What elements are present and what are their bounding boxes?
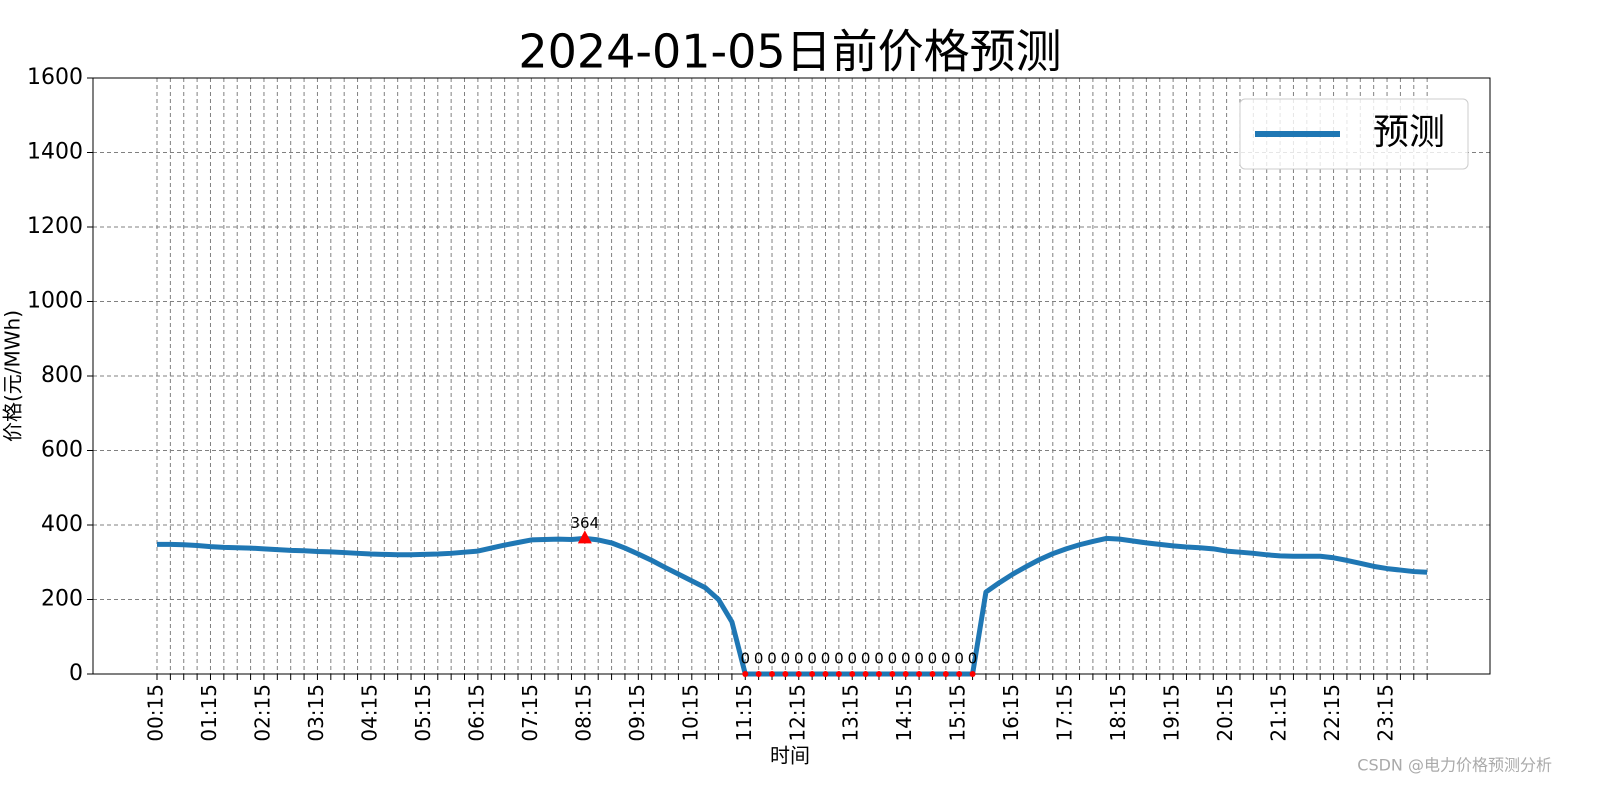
value-label: 364 [571,514,600,532]
x-tick-label: 06:15 [464,684,488,742]
value-label: 0 [954,650,964,668]
x-tick-label: 01:15 [197,684,221,742]
value-label: 0 [821,650,831,668]
value-label: 0 [767,650,777,668]
x-tick-label: 23:15 [1374,684,1398,742]
legend-box [1239,98,1469,170]
x-tick-label: 17:15 [1053,684,1077,742]
x-tick-label: 22:15 [1320,684,1344,742]
value-label: 0 [794,650,804,668]
y-tick-label: 200 [41,587,83,612]
min-marker [849,671,856,677]
y-tick-label: 1200 [27,214,83,239]
value-label: 0 [941,650,951,668]
x-tick-label: 14:15 [892,684,916,742]
min-marker [902,671,909,677]
value-label: 0 [754,650,764,668]
watermark: CSDN @电力价格预测分析 [1357,756,1552,775]
min-marker [862,671,869,677]
x-tick-label: 15:15 [946,684,970,742]
x-tick-label: 10:15 [678,684,702,742]
x-tick-label: 21:15 [1267,684,1291,742]
x-tick-label: 11:15 [732,684,756,742]
value-label: 0 [968,650,978,668]
value-label: 0 [928,650,938,668]
min-marker [889,671,896,677]
value-label: 0 [888,650,898,668]
y-tick-label: 0 [69,661,83,686]
value-label: 0 [834,650,844,668]
value-label: 0 [781,650,791,668]
x-tick-label: 16:15 [999,684,1023,742]
max-marker [577,530,592,544]
y-tick-label: 1000 [27,289,83,314]
y-tick-label: 600 [41,438,83,463]
x-tick-label: 04:15 [357,684,381,742]
min-marker [822,671,829,677]
min-marker [809,671,816,677]
value-label: 0 [741,650,751,668]
x-tick-label: 03:15 [304,684,328,742]
min-marker [875,671,882,677]
chart-title: 2024-01-05日前价格预测 [518,25,1061,79]
min-marker [916,671,923,677]
value-label: 0 [914,650,924,668]
x-tick-label: 20:15 [1213,684,1237,742]
y-axis-label: 价格(元/MWh) [1,310,25,442]
min-marker [782,671,789,677]
x-tick-label: 12:15 [785,684,809,742]
min-marker [795,671,802,677]
y-tick-label: 800 [41,363,83,388]
y-tick-label: 400 [41,512,83,537]
min-marker [929,671,936,677]
x-axis-label: 时间 [770,744,810,768]
x-tick-label: 05:15 [411,684,435,742]
min-marker [755,671,762,677]
x-tick-label: 08:15 [571,684,595,742]
min-marker [942,671,949,677]
value-label: 0 [861,650,871,668]
x-tick-label: 13:15 [839,684,863,742]
legend-label: 预测 [1373,112,1445,153]
min-marker [956,671,963,677]
min-marker [835,671,842,677]
line-series [157,535,1428,677]
x-tick-label: 09:15 [625,684,649,742]
x-tick-label: 18:15 [1106,684,1130,742]
x-tick-label: 19:15 [1160,684,1184,742]
value-label: 0 [807,650,817,668]
min-marker [969,671,976,677]
x-tick-label: 07:15 [518,684,542,742]
x-tick-label: 00:15 [144,684,168,742]
value-label: 0 [874,650,884,668]
value-label: 0 [847,650,857,668]
y-tick-label: 1400 [27,140,83,165]
y-tick-label: 1600 [27,65,83,90]
min-marker [742,671,749,677]
value-label: 0 [901,650,911,668]
x-tick-label: 02:15 [250,684,274,742]
min-marker [769,671,776,677]
